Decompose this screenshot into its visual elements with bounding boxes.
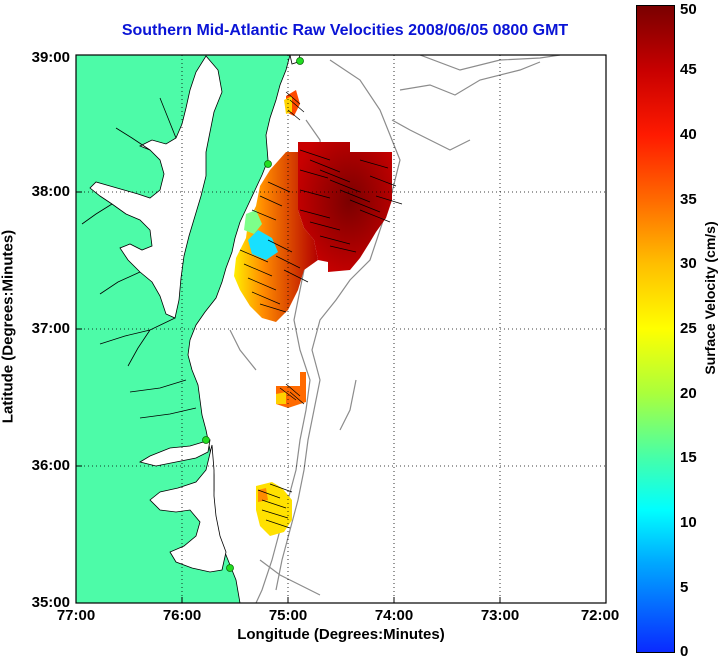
colorbar-label: Surface Velocity (cm/s) xyxy=(702,221,718,375)
y-tick-label: 39:00 xyxy=(31,49,70,66)
colorbar-tick: 0 xyxy=(680,643,689,660)
station-marker xyxy=(202,436,210,444)
colorbar-tick: 50 xyxy=(680,1,697,18)
x-tick-label: 72:00 xyxy=(580,607,620,624)
pamlico-sound xyxy=(149,444,227,573)
y-tick-label: 38:00 xyxy=(31,183,70,200)
velocity-vectors xyxy=(239,91,403,529)
x-tick-label: 73:00 xyxy=(480,607,520,624)
colorbar-tick: 35 xyxy=(680,191,697,208)
y-tick-label: 37:00 xyxy=(31,320,70,337)
chesapeake-bay xyxy=(89,55,223,319)
colorbar-tick: 15 xyxy=(680,449,697,466)
station-marker xyxy=(296,57,304,65)
grid-lines xyxy=(76,55,606,603)
x-tick-label: 74:00 xyxy=(374,607,414,624)
y-tick-label: 35:00 xyxy=(31,594,70,611)
colorbar-tick: 10 xyxy=(680,514,697,531)
colorbar xyxy=(636,5,675,653)
y-axis-label: Latitude (Degrees:Minutes) xyxy=(0,229,17,424)
colorbar-tick: 20 xyxy=(680,385,697,402)
x-tick-label: 75:00 xyxy=(268,607,308,624)
albemarle-sound xyxy=(138,439,211,467)
y-tick-label: 36:00 xyxy=(31,457,70,474)
station-marker xyxy=(226,564,234,572)
x-tick-label: 77:00 xyxy=(56,607,96,624)
velocity-field xyxy=(234,90,392,536)
x-axis-label: Longitude (Degrees:Minutes) xyxy=(237,626,445,643)
radar-stations xyxy=(202,57,304,572)
station-marker xyxy=(264,160,272,168)
x-tick-label: 76:00 xyxy=(162,607,202,624)
tick-marks xyxy=(76,191,501,603)
river-lines xyxy=(81,97,197,419)
colorbar-tick: 45 xyxy=(680,61,697,78)
map-title: Southern Mid-Atlantic Raw Velocities 200… xyxy=(121,22,569,39)
colorbar-tick: 25 xyxy=(680,320,697,337)
colorbar-tick: 5 xyxy=(680,579,689,596)
colorbar-tick: 30 xyxy=(680,255,697,272)
colorbar-tick: 40 xyxy=(680,126,697,143)
